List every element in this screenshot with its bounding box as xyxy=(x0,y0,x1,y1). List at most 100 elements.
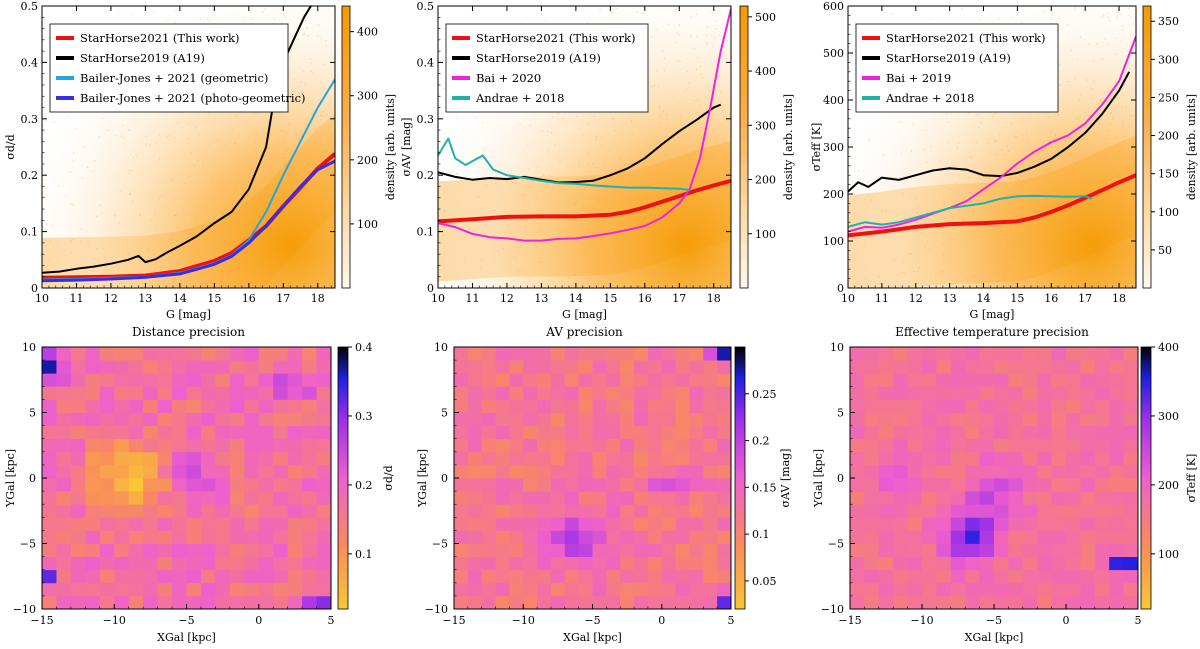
heatmap-cell xyxy=(172,543,187,557)
heatmap-cell xyxy=(467,478,483,492)
heatmap-cell xyxy=(965,360,980,374)
heatmap-cell xyxy=(302,399,317,413)
heatmap-cell xyxy=(495,412,510,426)
heatmap-cell xyxy=(1094,399,1110,413)
heatmap-cell xyxy=(200,530,216,544)
x-tick-label: 0 xyxy=(1063,614,1070,627)
heatmap-cell xyxy=(42,451,57,466)
colorbar-tick-label: 100 xyxy=(1158,548,1179,561)
y-tick-label: 0 xyxy=(29,472,36,485)
heatmap-cell xyxy=(550,517,566,531)
heatmap-cell xyxy=(172,386,187,400)
heatmap-cell xyxy=(1080,543,1096,557)
heatmap-cell xyxy=(70,504,86,518)
heatmap-cell xyxy=(907,530,923,544)
heatmap-cell xyxy=(143,556,158,571)
heatmap-cell xyxy=(258,386,274,400)
heatmap-cell xyxy=(537,478,552,492)
heatmap-cell xyxy=(864,491,880,505)
colorbar-tick-label: 200 xyxy=(1158,479,1179,492)
heatmap-cell xyxy=(689,569,704,584)
heatmap-cell xyxy=(564,530,580,544)
heatmap-cell xyxy=(200,569,216,584)
heatmap-cell xyxy=(578,438,593,453)
heatmap-cell xyxy=(592,386,607,400)
heatmap-cell xyxy=(495,491,510,505)
heatmap-cell xyxy=(1066,556,1081,571)
heatmap-cell xyxy=(42,464,57,479)
heatmap-cell xyxy=(215,373,231,387)
heatmap-cell xyxy=(950,478,966,492)
heatmap-cell xyxy=(850,412,865,426)
x-tick-label: 11 xyxy=(465,292,479,305)
heatmap-cell xyxy=(509,504,524,518)
heatmap-cell xyxy=(302,530,317,544)
heatmap-cell xyxy=(1109,399,1124,413)
heatmap-cell xyxy=(979,530,995,544)
heatmap-cell xyxy=(128,360,144,374)
heatmap-cell xyxy=(85,373,101,387)
heatmap-cell xyxy=(922,425,937,440)
heatmap-cell xyxy=(922,543,937,557)
heatmap-cell xyxy=(1094,569,1110,584)
heatmap-cell xyxy=(965,543,980,557)
heatmap-cell xyxy=(454,399,469,413)
x-tick-label: 13 xyxy=(534,292,548,305)
heatmap-cell xyxy=(85,569,101,584)
heatmap-cell xyxy=(950,464,966,479)
heatmap-cell xyxy=(143,569,158,584)
heatmap-cell xyxy=(128,569,144,584)
heatmap-cell xyxy=(578,504,593,518)
heatmap-cell xyxy=(578,595,593,610)
heatmap-cell xyxy=(316,543,332,557)
heatmap-cell xyxy=(70,425,86,440)
heatmap-cell xyxy=(128,491,144,505)
heatmap-cell xyxy=(128,425,144,440)
heatmap-cell xyxy=(606,347,621,361)
heatmap-cell xyxy=(864,569,880,584)
heatmap-cell xyxy=(592,438,607,453)
heatmap-cell xyxy=(128,373,144,387)
heatmap-cell xyxy=(287,595,303,610)
heatmap-cell xyxy=(564,478,580,492)
heatmap-cell xyxy=(509,556,524,571)
heatmap-cell xyxy=(114,530,130,544)
heatmap-cell xyxy=(128,556,144,571)
heatmap-cell xyxy=(537,399,552,413)
chart-title: Distance precision xyxy=(132,325,245,339)
heatmap-cell xyxy=(509,438,524,453)
heatmap-cell xyxy=(850,399,865,413)
heatmap-cell xyxy=(689,543,704,557)
heatmap-cell xyxy=(1066,425,1081,440)
heatmap-cell xyxy=(717,582,732,597)
heatmap-cell xyxy=(893,491,908,505)
heatmap-cell xyxy=(114,360,130,374)
heatmap-cell xyxy=(893,425,908,440)
heatmap-cell xyxy=(689,438,704,453)
heatmap-cell xyxy=(114,347,130,361)
heatmap-cell xyxy=(647,543,663,557)
heatmap-cell xyxy=(481,464,496,479)
heatmap-cell xyxy=(893,478,908,492)
heatmap-cell xyxy=(620,373,635,387)
colorbar xyxy=(337,346,349,610)
heatmap-cell xyxy=(273,464,289,479)
heatmap-cell xyxy=(634,399,649,413)
heatmap-cell xyxy=(1080,399,1096,413)
heatmap-cell xyxy=(661,347,676,361)
heatmap-cell xyxy=(186,543,202,557)
heatmap-cell xyxy=(703,386,718,400)
colorbar-tick-label: 300 xyxy=(357,90,378,103)
heatmap-cell xyxy=(1008,451,1024,466)
heatmap-cell xyxy=(172,451,187,466)
heatmap-cell xyxy=(893,569,908,584)
heatmap-cell xyxy=(509,399,524,413)
heatmap-cell xyxy=(979,347,995,361)
heatmap-cell xyxy=(979,360,995,374)
heatmap-cell xyxy=(1080,412,1096,426)
heatmap-cell xyxy=(661,451,676,466)
heatmap-cell xyxy=(454,582,469,597)
heatmap-cell xyxy=(689,464,704,479)
heatmap-cell xyxy=(244,530,260,544)
heatmap-cell xyxy=(606,451,621,466)
